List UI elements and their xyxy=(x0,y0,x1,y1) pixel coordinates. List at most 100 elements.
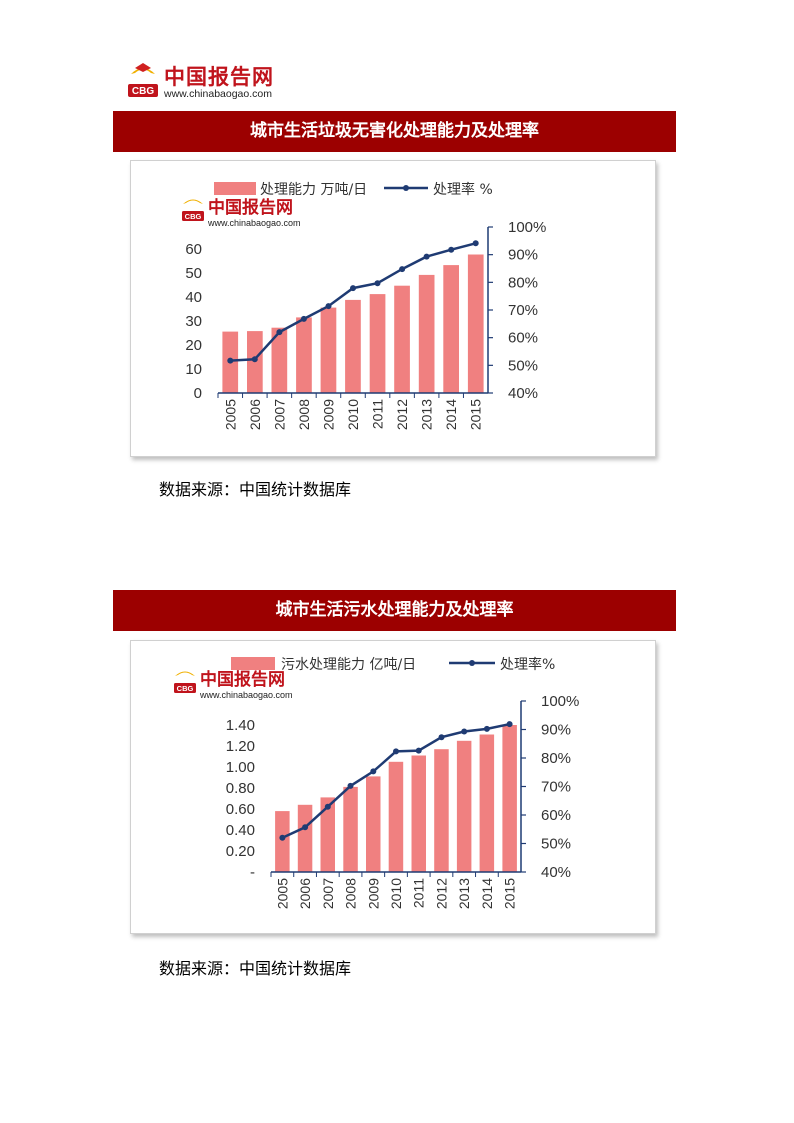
logo-url: www.chinabaogao.com xyxy=(164,88,272,100)
rate-point-2014 xyxy=(448,246,455,253)
rate-point-2005 xyxy=(279,834,286,841)
x-tick-label: 2012 xyxy=(434,878,450,909)
rate-point-2015 xyxy=(472,240,479,247)
header-logo: CBG 中国报告网 www.chinabaogao.com xyxy=(126,60,346,106)
bar-2009 xyxy=(366,776,381,872)
bar-2011 xyxy=(411,755,426,872)
rate-point-2013 xyxy=(423,253,430,260)
x-tick-label: 2009 xyxy=(365,878,381,909)
legend-bar-swatch xyxy=(214,182,256,195)
rate-point-2009 xyxy=(370,768,377,775)
right-tick-label: 40% xyxy=(508,385,538,402)
bar-2008 xyxy=(343,786,358,872)
rate-point-2011 xyxy=(374,280,381,287)
x-tick-label: 2007 xyxy=(271,399,287,430)
right-tick-label: 70% xyxy=(541,779,571,796)
right-tick-label: 80% xyxy=(508,274,538,291)
rate-point-2008 xyxy=(300,315,307,322)
x-tick-label: 2012 xyxy=(394,399,410,430)
x-tick-label: 2007 xyxy=(320,878,336,909)
rate-point-2006 xyxy=(302,824,309,831)
watermark-badge xyxy=(174,683,196,693)
left-tick-label: 40 xyxy=(185,289,202,306)
rate-point-2011 xyxy=(415,747,422,754)
left-tick-label: 1.00 xyxy=(226,759,255,776)
watermark-mark-text: CBG xyxy=(185,212,202,221)
right-tick-label: 60% xyxy=(508,330,538,347)
logo-name: 中国报告网 xyxy=(164,65,274,89)
left-tick-label: 1.20 xyxy=(226,738,255,755)
x-tick-label: 2008 xyxy=(343,878,359,909)
logo-mark-text: CBG xyxy=(132,86,154,97)
watermark-mark-text: CBG xyxy=(177,684,194,693)
legend-line-marker xyxy=(403,185,409,191)
rate-point-2014 xyxy=(483,725,490,732)
bar-2008 xyxy=(296,317,312,393)
watermark-name: 中国报告网 xyxy=(208,197,293,218)
x-tick-label: 2008 xyxy=(296,399,312,430)
left-tick-label: 60 xyxy=(185,241,202,258)
x-tick-label: 2006 xyxy=(297,878,313,909)
rate-point-2013 xyxy=(461,728,468,735)
legend-line-label: 处理率 % xyxy=(433,181,493,198)
watermark-badge xyxy=(182,211,204,221)
x-tick-label: 2013 xyxy=(456,878,472,909)
x-tick-label: 2011 xyxy=(411,878,427,908)
right-tick-label: 60% xyxy=(541,807,571,824)
watermark-url: www.chinabaogao.com xyxy=(207,218,301,228)
chart-2-svg: 污水处理能力 亿吨/日 处理率% CBG 中国报告网www.chinabaogao.c… xyxy=(174,656,579,909)
rate-point-2007 xyxy=(324,803,331,810)
left-tick-label: 10 xyxy=(185,361,202,378)
right-tick-label: 80% xyxy=(541,750,571,767)
left-tick-label: 0.80 xyxy=(226,780,255,797)
bar-2007 xyxy=(320,797,335,872)
rate-point-2010 xyxy=(393,748,399,755)
watermark-crown-icon xyxy=(175,671,195,676)
right-tick-label: 100% xyxy=(541,693,579,710)
x-tick-label: 2011 xyxy=(370,399,386,429)
legend-bar-label: 处理能力 万吨/日 xyxy=(260,182,367,198)
bar-2006 xyxy=(297,804,313,872)
chart-1-source: 数据来源：中国统计数据库 xyxy=(159,480,352,499)
left-tick-label: 50 xyxy=(185,265,202,282)
right-tick-label: 90% xyxy=(541,722,571,739)
bar-2013 xyxy=(456,740,472,873)
rate-point-2012 xyxy=(399,266,406,273)
right-tick-label: 50% xyxy=(541,836,571,853)
bar-2009 xyxy=(320,307,337,393)
x-tick-label: 2006 xyxy=(247,399,263,430)
watermark-name: 中国报告网 xyxy=(200,669,285,690)
left-tick-label: 0.40 xyxy=(226,822,255,839)
x-tick-label: 2015 xyxy=(502,878,518,909)
left-tick-label: - xyxy=(250,864,255,881)
left-tick-label: 0 xyxy=(194,385,202,402)
watermark-crown-icon xyxy=(183,199,203,204)
x-tick-label: 2005 xyxy=(274,878,290,909)
bar-2015 xyxy=(502,725,517,872)
chart-1-container: 处理能力 万吨/日 处理率 % CBG 中国报告网 www.chinabaogao.co… xyxy=(130,160,656,457)
left-tick-label: 20 xyxy=(185,337,202,354)
right-tick-label: 90% xyxy=(508,247,538,264)
legend-line-marker xyxy=(469,660,475,666)
bar-2007 xyxy=(271,327,288,393)
legend-line-label: 处理率% xyxy=(500,656,555,673)
x-tick-label: 2010 xyxy=(388,878,404,909)
legend-bar-swatch xyxy=(231,657,275,670)
bar-2012 xyxy=(394,285,410,393)
right-tick-label: 40% xyxy=(541,864,571,881)
x-tick-label: 2015 xyxy=(468,399,484,430)
x-tick-label: 2014 xyxy=(479,878,495,909)
bar-2010 xyxy=(345,299,361,393)
watermark-url: www.chinabaogao.com xyxy=(199,690,293,700)
bar-2014 xyxy=(443,265,459,393)
x-tick-label: 2009 xyxy=(321,399,337,430)
legend-bar-label: 污水处理能力 亿吨/日 xyxy=(281,657,416,673)
right-tick-label: 100% xyxy=(508,219,546,236)
chart-2-title-bar: 城市生活污水处理能力及处理率 xyxy=(113,590,676,631)
left-tick-label: 1.40 xyxy=(226,717,255,734)
right-tick-label: 50% xyxy=(508,357,538,374)
rate-point-2009 xyxy=(325,303,332,310)
rate-point-2012 xyxy=(438,734,445,741)
